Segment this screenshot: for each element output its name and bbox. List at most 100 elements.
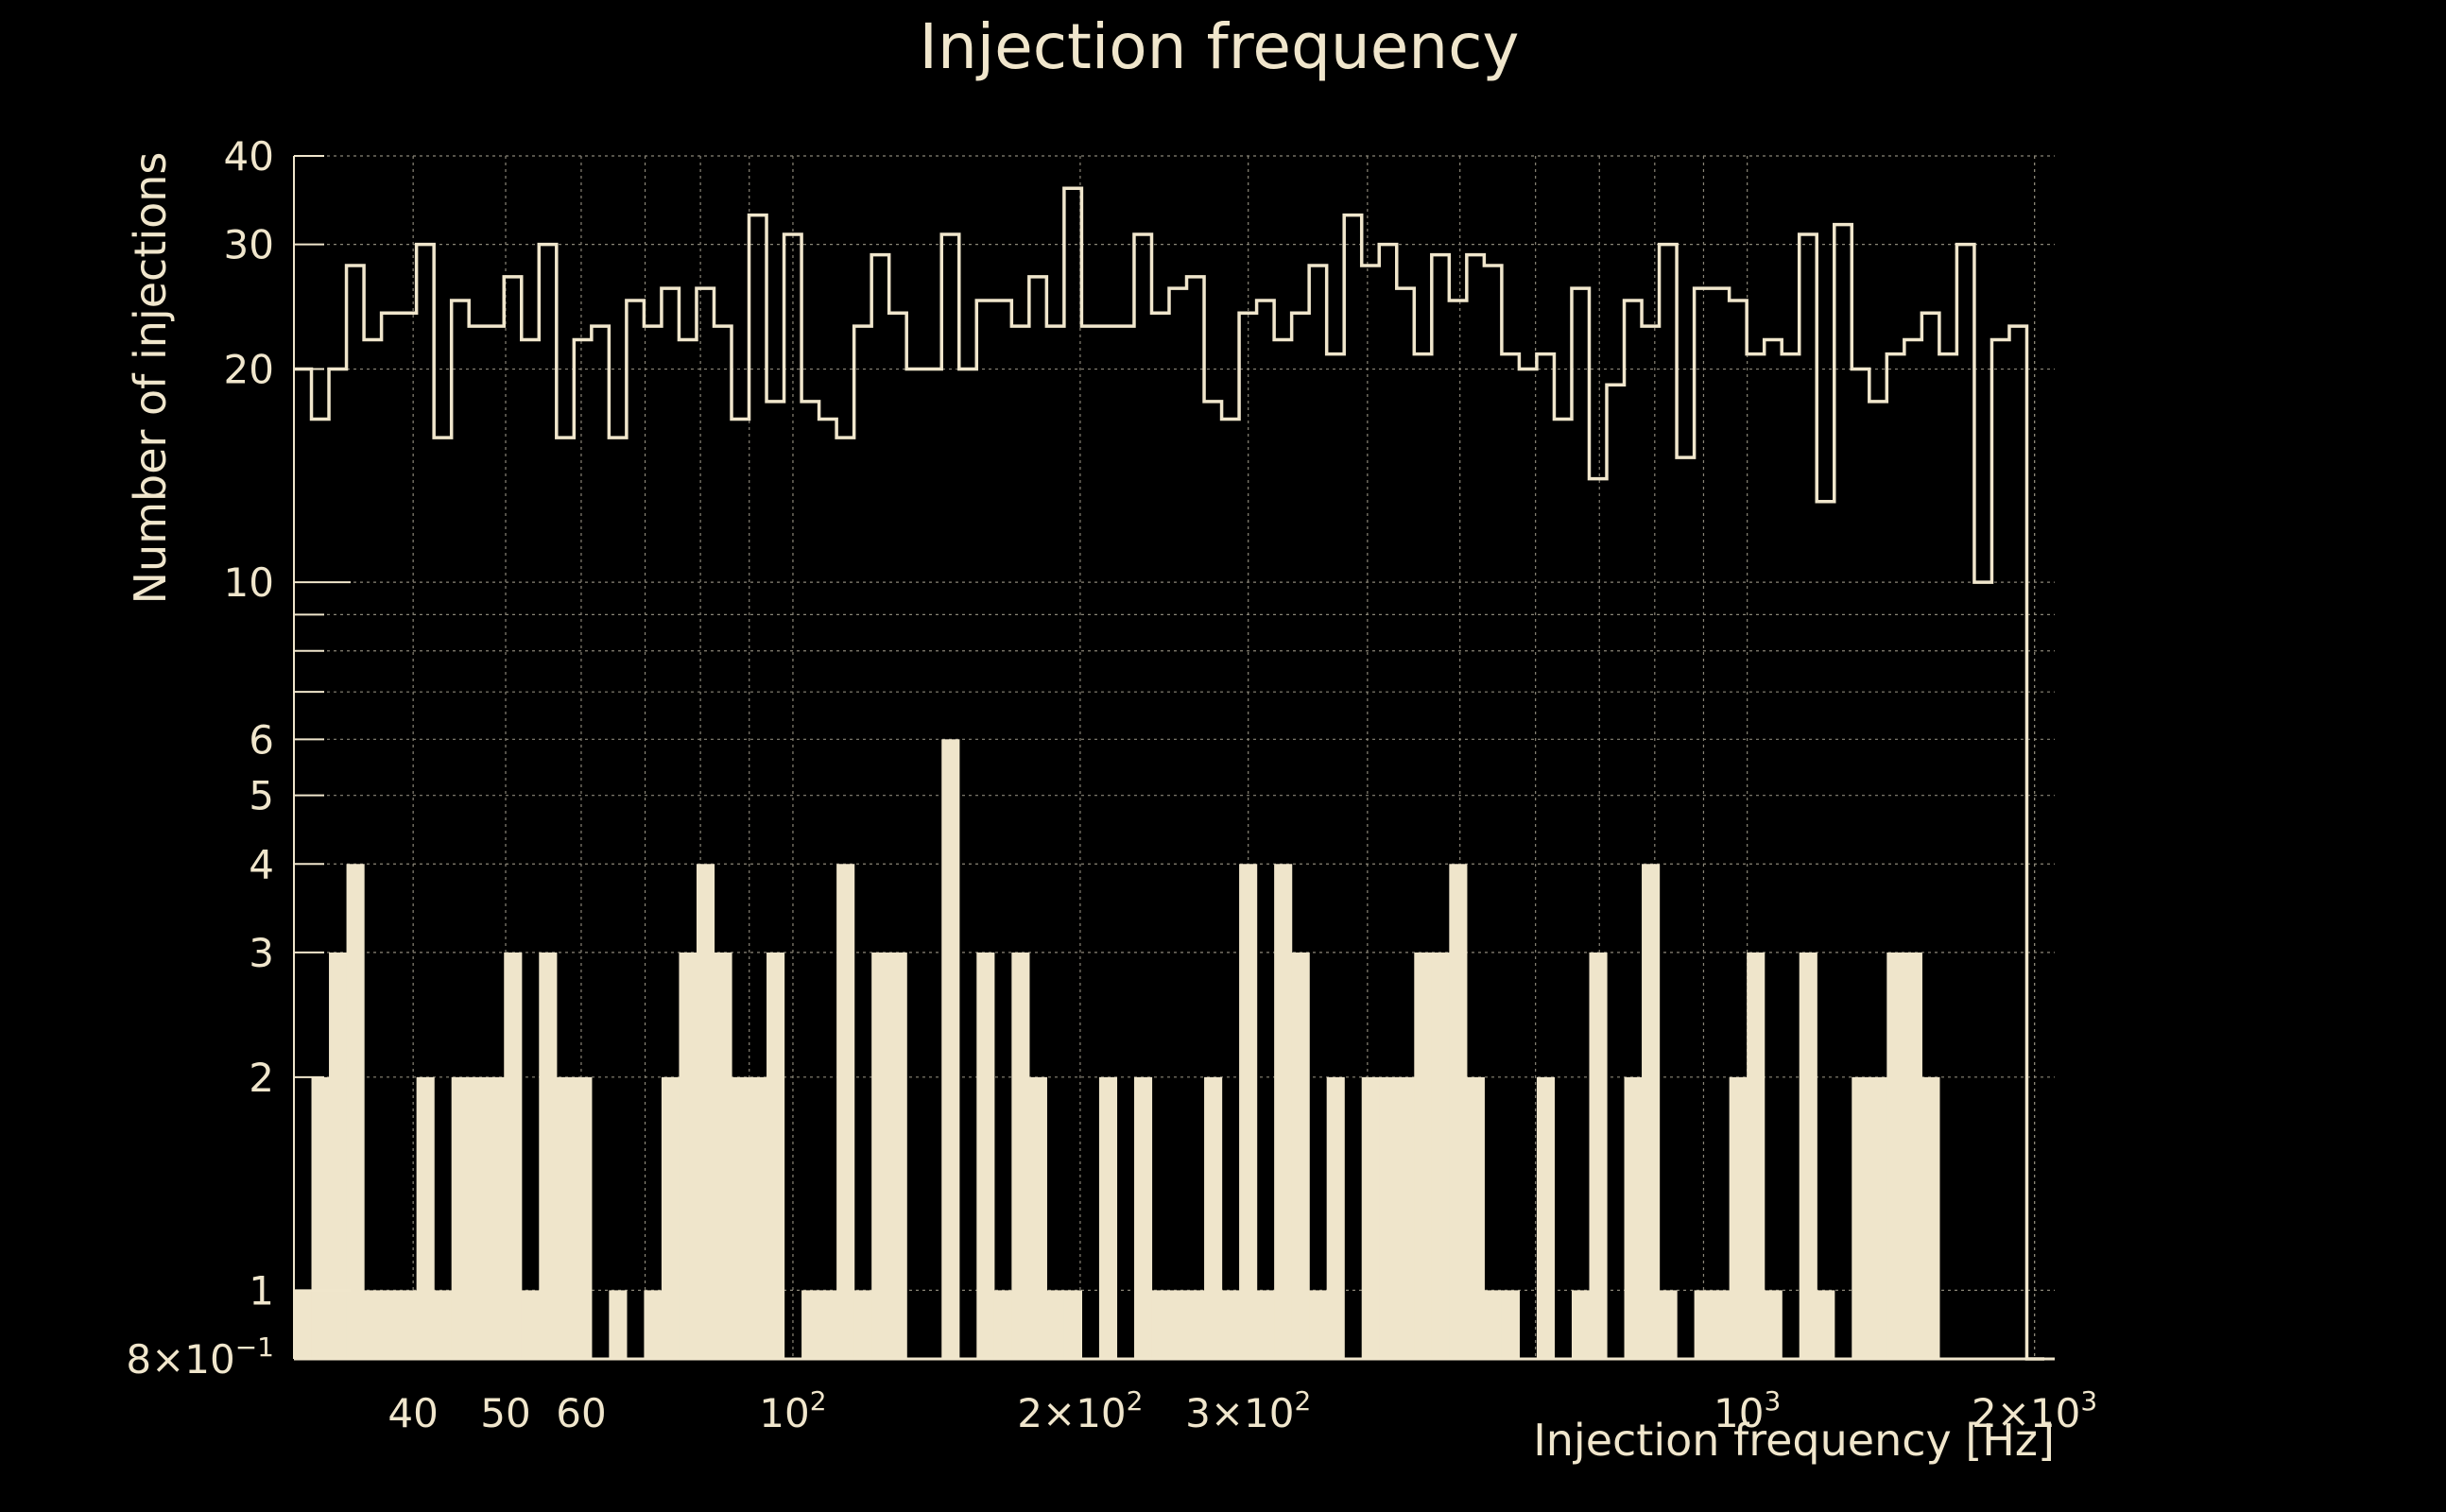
y-tick-label: 10 <box>224 559 274 606</box>
y-tick-label: 3 <box>249 930 274 976</box>
bar <box>1326 1076 1345 1359</box>
grid <box>293 155 2055 1359</box>
bar <box>1466 1076 1485 1359</box>
bar <box>364 1290 383 1359</box>
bar <box>871 952 890 1359</box>
bar <box>801 1290 820 1359</box>
bar <box>1747 952 1766 1359</box>
bar <box>1239 864 1258 1359</box>
bar <box>1256 1290 1275 1359</box>
bar <box>1501 1290 1521 1359</box>
y-tick-label: 2 <box>249 1055 274 1101</box>
bar <box>1642 864 1661 1359</box>
y-axis-label: Number of injections <box>125 152 176 605</box>
bar <box>888 952 907 1359</box>
bar <box>1729 1076 1748 1359</box>
bar <box>749 1076 767 1359</box>
bar <box>346 864 365 1359</box>
bar <box>1291 952 1310 1359</box>
bar <box>294 1290 313 1359</box>
bar <box>1694 1290 1713 1359</box>
step-histogram <box>294 186 2045 1361</box>
bar <box>1624 1076 1643 1359</box>
bar <box>1921 1076 1940 1359</box>
bar <box>381 1290 400 1359</box>
bar <box>767 952 785 1359</box>
bar <box>1011 952 1030 1359</box>
bar <box>1449 864 1468 1359</box>
x-tick-label: 60 <box>556 1390 606 1436</box>
bar <box>539 952 558 1359</box>
bar <box>574 1076 593 1359</box>
x-tick-label: 40 <box>388 1390 438 1436</box>
y-tick-label: 1 <box>249 1267 274 1314</box>
x-axis-label: Injection frequency [Hz] <box>1533 1415 2055 1466</box>
bar <box>1817 1290 1835 1359</box>
bar <box>1659 1290 1678 1359</box>
bar <box>1484 1290 1503 1359</box>
bar <box>1852 1076 1870 1359</box>
bar <box>1571 1290 1591 1359</box>
bar <box>714 952 732 1359</box>
bar <box>644 1290 663 1359</box>
bar <box>1133 1076 1153 1359</box>
x-tick-label: 50 <box>480 1390 530 1436</box>
bar <box>1712 1290 1731 1359</box>
bar <box>1098 1076 1118 1359</box>
x-tick-label: 103 <box>1714 1385 1781 1436</box>
bar <box>976 952 995 1359</box>
bar <box>1764 1290 1783 1359</box>
y-tick-label: 20 <box>224 347 274 393</box>
bar <box>941 739 960 1359</box>
bar <box>504 952 523 1359</box>
bar <box>679 952 698 1359</box>
chart-title: Injection frequency <box>920 10 1520 83</box>
bar <box>1309 1290 1328 1359</box>
y-tick-label: 30 <box>224 222 274 268</box>
x-tick-label: 2×102 <box>1017 1385 1143 1436</box>
bar <box>1046 1290 1065 1359</box>
bar <box>1204 1076 1223 1359</box>
step-line <box>294 186 2045 1361</box>
bar <box>1186 1290 1205 1359</box>
tick-labels: 40 50 60 102 2×102 3×102 103 2×103 8×10−1 1 2 3 4 5 6 1… <box>126 133 2097 1436</box>
bar <box>399 1290 418 1359</box>
bar <box>486 1076 505 1359</box>
bar <box>1414 952 1433 1359</box>
bar <box>329 952 348 1359</box>
bar <box>1028 1076 1047 1359</box>
bar <box>1536 1076 1556 1359</box>
x-tick-label: 102 <box>759 1385 826 1436</box>
filled-histogram <box>294 739 1940 1359</box>
bar <box>732 1076 750 1359</box>
y-tick-label: 8×10−1 <box>126 1332 274 1383</box>
bar <box>696 864 715 1359</box>
bar <box>1379 1076 1398 1359</box>
bar <box>469 1076 488 1359</box>
axes <box>293 155 2055 1361</box>
bar <box>1589 952 1608 1359</box>
bar <box>836 864 855 1359</box>
bar <box>1169 1290 1188 1359</box>
bar <box>1903 952 1922 1359</box>
bar <box>556 1076 575 1359</box>
bar <box>818 1290 837 1359</box>
y-tick-label: 5 <box>249 773 274 819</box>
bar <box>1396 1076 1415 1359</box>
bar <box>853 1290 872 1359</box>
bar <box>1274 864 1293 1359</box>
bar <box>1361 1076 1380 1359</box>
y-tick-label: 40 <box>224 133 274 180</box>
bar <box>1869 1076 1887 1359</box>
x-tick-label: 2×103 <box>1972 1385 2097 1436</box>
bar <box>993 1290 1012 1359</box>
y-tick-label: 6 <box>249 716 274 763</box>
x-tick-label: 3×102 <box>1185 1385 1311 1436</box>
bar <box>609 1290 628 1359</box>
bar <box>1151 1290 1170 1359</box>
y-tick-label: 4 <box>249 841 274 887</box>
bar <box>311 1076 330 1359</box>
bar <box>416 1076 435 1359</box>
